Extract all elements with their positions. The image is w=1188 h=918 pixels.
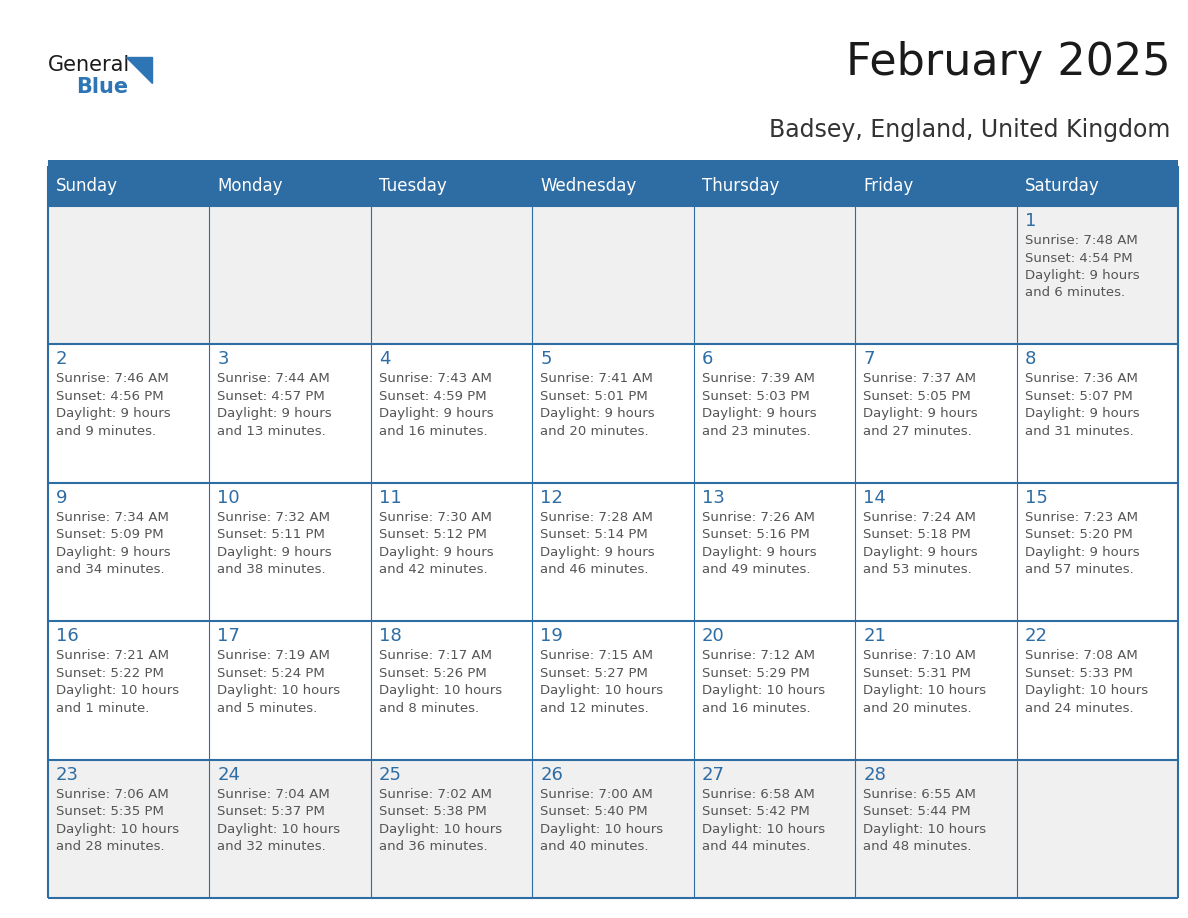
Bar (48, 344, 1178, 483)
Text: Sunrise: 7:34 AM
Sunset: 5:09 PM
Daylight: 9 hours
and 34 minutes.: Sunrise: 7:34 AM Sunset: 5:09 PM Dayligh… (56, 510, 171, 577)
Text: Sunrise: 7:36 AM
Sunset: 5:07 PM
Daylight: 9 hours
and 31 minutes.: Sunrise: 7:36 AM Sunset: 5:07 PM Dayligh… (1024, 373, 1139, 438)
Text: 6: 6 (702, 351, 713, 368)
Text: 5: 5 (541, 351, 551, 368)
Text: 25: 25 (379, 766, 402, 784)
Bar (48, 160, 1178, 166)
Bar (48, 759, 1178, 898)
Bar (48, 621, 1178, 759)
Text: Sunrise: 7:08 AM
Sunset: 5:33 PM
Daylight: 10 hours
and 24 minutes.: Sunrise: 7:08 AM Sunset: 5:33 PM Dayligh… (1024, 649, 1148, 715)
Text: Sunrise: 7:44 AM
Sunset: 4:57 PM
Daylight: 9 hours
and 13 minutes.: Sunrise: 7:44 AM Sunset: 4:57 PM Dayligh… (217, 373, 333, 438)
Text: Saturday: Saturday (1024, 177, 1099, 195)
Text: 15: 15 (1024, 488, 1048, 507)
Text: Sunrise: 7:17 AM
Sunset: 5:26 PM
Daylight: 10 hours
and 8 minutes.: Sunrise: 7:17 AM Sunset: 5:26 PM Dayligh… (379, 649, 503, 715)
Text: Thursday: Thursday (702, 177, 779, 195)
Text: Blue: Blue (76, 77, 128, 97)
Text: Sunrise: 7:37 AM
Sunset: 5:05 PM
Daylight: 9 hours
and 27 minutes.: Sunrise: 7:37 AM Sunset: 5:05 PM Dayligh… (864, 373, 978, 438)
Text: Sunrise: 7:06 AM
Sunset: 5:35 PM
Daylight: 10 hours
and 28 minutes.: Sunrise: 7:06 AM Sunset: 5:35 PM Dayligh… (56, 788, 179, 853)
Text: 10: 10 (217, 488, 240, 507)
Text: Sunrise: 7:24 AM
Sunset: 5:18 PM
Daylight: 9 hours
and 53 minutes.: Sunrise: 7:24 AM Sunset: 5:18 PM Dayligh… (864, 510, 978, 577)
Text: Sunrise: 7:12 AM
Sunset: 5:29 PM
Daylight: 10 hours
and 16 minutes.: Sunrise: 7:12 AM Sunset: 5:29 PM Dayligh… (702, 649, 824, 715)
Text: 21: 21 (864, 627, 886, 645)
Text: 8: 8 (1024, 351, 1036, 368)
Text: 3: 3 (217, 351, 229, 368)
Text: 1: 1 (1024, 212, 1036, 230)
Text: Tuesday: Tuesday (379, 177, 447, 195)
Text: 4: 4 (379, 351, 391, 368)
Text: Sunrise: 7:39 AM
Sunset: 5:03 PM
Daylight: 9 hours
and 23 minutes.: Sunrise: 7:39 AM Sunset: 5:03 PM Dayligh… (702, 373, 816, 438)
Text: Badsey, England, United Kingdom: Badsey, England, United Kingdom (769, 118, 1170, 141)
Text: Sunrise: 7:28 AM
Sunset: 5:14 PM
Daylight: 9 hours
and 46 minutes.: Sunrise: 7:28 AM Sunset: 5:14 PM Dayligh… (541, 510, 655, 577)
Text: 12: 12 (541, 488, 563, 507)
Text: General: General (48, 55, 131, 75)
Text: 11: 11 (379, 488, 402, 507)
Text: Wednesday: Wednesday (541, 177, 637, 195)
Text: Sunrise: 7:21 AM
Sunset: 5:22 PM
Daylight: 10 hours
and 1 minute.: Sunrise: 7:21 AM Sunset: 5:22 PM Dayligh… (56, 649, 179, 715)
Text: 18: 18 (379, 627, 402, 645)
Text: 13: 13 (702, 488, 725, 507)
Text: Sunrise: 7:19 AM
Sunset: 5:24 PM
Daylight: 10 hours
and 5 minutes.: Sunrise: 7:19 AM Sunset: 5:24 PM Dayligh… (217, 649, 341, 715)
Text: 24: 24 (217, 766, 240, 784)
Text: Sunrise: 7:46 AM
Sunset: 4:56 PM
Daylight: 9 hours
and 9 minutes.: Sunrise: 7:46 AM Sunset: 4:56 PM Dayligh… (56, 373, 171, 438)
Text: Sunrise: 7:41 AM
Sunset: 5:01 PM
Daylight: 9 hours
and 20 minutes.: Sunrise: 7:41 AM Sunset: 5:01 PM Dayligh… (541, 373, 655, 438)
Text: Sunrise: 6:58 AM
Sunset: 5:42 PM
Daylight: 10 hours
and 44 minutes.: Sunrise: 6:58 AM Sunset: 5:42 PM Dayligh… (702, 788, 824, 853)
Text: Sunrise: 6:55 AM
Sunset: 5:44 PM
Daylight: 10 hours
and 48 minutes.: Sunrise: 6:55 AM Sunset: 5:44 PM Dayligh… (864, 788, 986, 853)
Text: 20: 20 (702, 627, 725, 645)
Text: February 2025: February 2025 (846, 41, 1170, 84)
Text: Sunday: Sunday (56, 177, 118, 195)
Text: 23: 23 (56, 766, 78, 784)
Text: 16: 16 (56, 627, 78, 645)
Text: Sunrise: 7:26 AM
Sunset: 5:16 PM
Daylight: 9 hours
and 49 minutes.: Sunrise: 7:26 AM Sunset: 5:16 PM Dayligh… (702, 510, 816, 577)
Text: Sunrise: 7:00 AM
Sunset: 5:40 PM
Daylight: 10 hours
and 40 minutes.: Sunrise: 7:00 AM Sunset: 5:40 PM Dayligh… (541, 788, 663, 853)
Text: 27: 27 (702, 766, 725, 784)
Text: Monday: Monday (217, 177, 283, 195)
Text: 22: 22 (1024, 627, 1048, 645)
Polygon shape (126, 57, 152, 83)
Text: 19: 19 (541, 627, 563, 645)
Bar (48, 206, 1178, 344)
Text: Sunrise: 7:02 AM
Sunset: 5:38 PM
Daylight: 10 hours
and 36 minutes.: Sunrise: 7:02 AM Sunset: 5:38 PM Dayligh… (379, 788, 503, 853)
Text: 17: 17 (217, 627, 240, 645)
Text: Sunrise: 7:15 AM
Sunset: 5:27 PM
Daylight: 10 hours
and 12 minutes.: Sunrise: 7:15 AM Sunset: 5:27 PM Dayligh… (541, 649, 663, 715)
Text: 2: 2 (56, 351, 68, 368)
Text: Sunrise: 7:32 AM
Sunset: 5:11 PM
Daylight: 9 hours
and 38 minutes.: Sunrise: 7:32 AM Sunset: 5:11 PM Dayligh… (217, 510, 333, 577)
Text: Sunrise: 7:30 AM
Sunset: 5:12 PM
Daylight: 9 hours
and 42 minutes.: Sunrise: 7:30 AM Sunset: 5:12 PM Dayligh… (379, 510, 493, 577)
Text: Sunrise: 7:43 AM
Sunset: 4:59 PM
Daylight: 9 hours
and 16 minutes.: Sunrise: 7:43 AM Sunset: 4:59 PM Dayligh… (379, 373, 493, 438)
Text: Sunrise: 7:04 AM
Sunset: 5:37 PM
Daylight: 10 hours
and 32 minutes.: Sunrise: 7:04 AM Sunset: 5:37 PM Dayligh… (217, 788, 341, 853)
Text: 28: 28 (864, 766, 886, 784)
Text: Sunrise: 7:10 AM
Sunset: 5:31 PM
Daylight: 10 hours
and 20 minutes.: Sunrise: 7:10 AM Sunset: 5:31 PM Dayligh… (864, 649, 986, 715)
Text: 7: 7 (864, 351, 874, 368)
Text: Sunrise: 7:48 AM
Sunset: 4:54 PM
Daylight: 9 hours
and 6 minutes.: Sunrise: 7:48 AM Sunset: 4:54 PM Dayligh… (1024, 234, 1139, 299)
Text: 26: 26 (541, 766, 563, 784)
Text: Sunrise: 7:23 AM
Sunset: 5:20 PM
Daylight: 9 hours
and 57 minutes.: Sunrise: 7:23 AM Sunset: 5:20 PM Dayligh… (1024, 510, 1139, 577)
Text: 9: 9 (56, 488, 68, 507)
Text: Friday: Friday (864, 177, 914, 195)
Bar (48, 483, 1178, 621)
Text: 14: 14 (864, 488, 886, 507)
Bar (48, 166, 1178, 206)
